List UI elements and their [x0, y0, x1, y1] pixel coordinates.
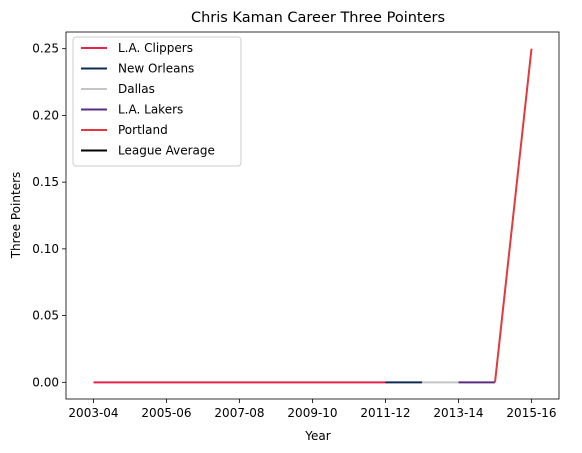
x-tick-label: 2011-12: [360, 406, 410, 420]
x-tick-label: 2005-06: [141, 406, 191, 420]
legend-box: [72, 36, 242, 167]
x-tick-label: 2007-08: [214, 406, 264, 420]
x-tick-label: 2003-04: [68, 406, 118, 420]
y-tick-label: 0.10: [32, 242, 59, 256]
legend-entry-label: L.A. Clippers: [118, 41, 193, 55]
legend-entry-label: L.A. Lakers: [118, 103, 183, 117]
y-tick-label: 0.25: [32, 42, 59, 56]
legend-entry-label: Portland: [118, 123, 168, 137]
y-tick-label: 0.05: [32, 309, 59, 323]
y-tick-label: 0.00: [32, 375, 59, 389]
y-axis-ticks: 0.00 0.05 0.10 0.15 0.20 0.25: [32, 42, 66, 389]
legend: L.A. Clippers New Orleans Dallas L.A. Laker…: [72, 36, 242, 167]
chart-title: Chris Kaman Career Three Pointers: [191, 10, 445, 26]
x-tick-label: 2009-10: [287, 406, 337, 420]
legend-entry-label: New Orleans: [118, 62, 194, 76]
x-axis-ticks: 2003-04 2005-06 2007-08 2009-10 2011-12 2013-…: [68, 399, 557, 420]
x-tick-label: 2013-14: [433, 406, 483, 420]
series-line-4: [494, 48, 533, 383]
x-tick-label: 2015-16: [506, 406, 556, 420]
legend-entry-label: Dallas: [118, 82, 155, 96]
y-tick-label: 0.15: [32, 175, 59, 189]
y-tick-label: 0.20: [32, 108, 59, 122]
x-axis-label: Year: [304, 429, 330, 443]
legend-entry-label: League Average: [118, 144, 215, 158]
y-axis-label: Three Pointers: [9, 172, 23, 260]
